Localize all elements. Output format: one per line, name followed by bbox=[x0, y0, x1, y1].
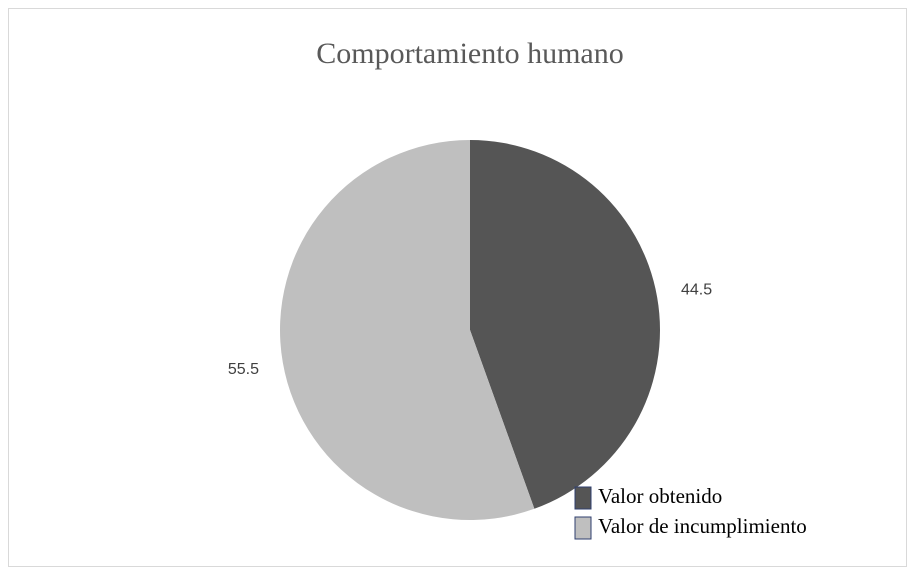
chart-title: Comportamiento humano bbox=[316, 37, 623, 70]
pie-slice bbox=[280, 140, 535, 520]
legend-swatch bbox=[574, 516, 592, 540]
legend-label: Valor de incumplimiento bbox=[598, 514, 807, 538]
data-label: 55.5 bbox=[228, 361, 259, 378]
legend-label: Valor obtenido bbox=[598, 484, 722, 508]
pie-slice bbox=[470, 140, 661, 509]
data-label: 44.5 bbox=[681, 282, 712, 299]
legend-swatch bbox=[574, 486, 592, 510]
